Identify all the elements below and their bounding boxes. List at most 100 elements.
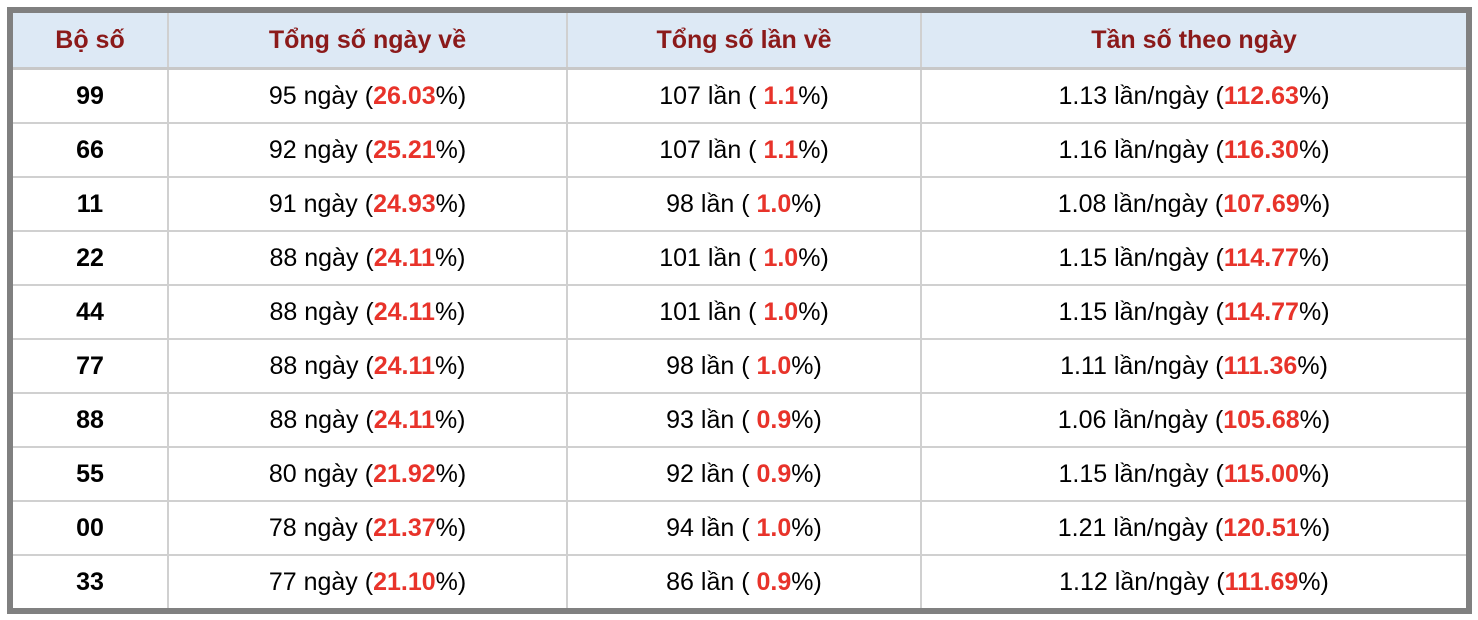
ngay-text: 92 ngày ( [268, 135, 374, 164]
lan-text: 101 lần ( [659, 243, 764, 272]
table-row: 33 77 ngày (21.10%) 86 lần ( 0.9%) 1.12 … [13, 554, 1466, 608]
lan-text: 93 lần ( [666, 405, 757, 434]
lan-percent: 1.1 [763, 135, 799, 164]
pct-suffix: %) [791, 351, 822, 380]
table-row: 44 88 ngày (24.11%) 101 lần ( 1.0%) 1.15… [13, 284, 1466, 340]
ngay-text: 80 ngày ( [268, 459, 374, 488]
pct-suffix: %) [798, 297, 829, 326]
bo-so-cell: 11 [13, 176, 169, 232]
tan-percent: 116.30 [1223, 135, 1299, 164]
ngay-text: 91 ngày ( [268, 189, 374, 218]
pct-suffix: %) [791, 405, 822, 434]
ngay-percent: 21.10 [373, 567, 436, 596]
lan-text: 107 lần ( [659, 135, 764, 164]
tong-so-ngay-cell: 77 ngày (21.10%) [167, 554, 568, 608]
header-tan-so: Tần số theo ngày [920, 13, 1466, 70]
lan-percent: 1.0 [756, 351, 792, 380]
ngay-text: 88 ngày ( [269, 405, 374, 434]
table-row: 11 91 ngày (24.93%) 98 lần ( 1.0%) 1.08 … [13, 176, 1466, 232]
tan-percent: 111.69 [1224, 567, 1299, 596]
pct-suffix: %) [1298, 135, 1330, 164]
pct-suffix: %) [1298, 243, 1330, 272]
lan-percent: 1.0 [763, 297, 799, 326]
tan-text: 1.16 lần/ngày ( [1058, 135, 1224, 164]
bo-so-cell: 00 [13, 500, 169, 556]
stats-table-container: Bộ số Tổng số ngày về Tổng số lần về Tần… [7, 7, 1472, 614]
bo-so-cell: 55 [13, 446, 169, 502]
tan-so-cell: 1.12 lần/ngày (111.69%) [920, 554, 1466, 608]
table-row: 00 78 ngày (21.37%) 94 lần ( 1.0%) 1.21 … [13, 500, 1466, 556]
ngay-text: 88 ngày ( [269, 351, 374, 380]
pct-suffix: %) [791, 189, 822, 218]
ngay-percent: 24.11 [373, 297, 435, 326]
tan-percent: 114.77 [1223, 297, 1299, 326]
tan-percent: 105.68 [1223, 405, 1300, 434]
pct-suffix: %) [791, 513, 822, 542]
bo-so-cell: 99 [13, 67, 169, 124]
pct-suffix: %) [434, 405, 466, 434]
bo-so-cell: 66 [13, 122, 169, 178]
tan-so-cell: 1.15 lần/ngày (114.77%) [920, 284, 1466, 340]
tong-so-ngay-cell: 78 ngày (21.37%) [167, 500, 568, 556]
pct-suffix: %) [435, 81, 467, 110]
pct-suffix: %) [1298, 81, 1330, 110]
lan-percent: 1.1 [763, 81, 799, 110]
tong-so-ngay-cell: 88 ngày (24.11%) [167, 230, 568, 286]
header-tong-so-ngay: Tổng số ngày về [167, 13, 568, 70]
tong-so-lan-cell: 94 lần ( 1.0%) [566, 500, 922, 556]
pct-suffix: %) [798, 243, 829, 272]
pct-suffix: %) [435, 135, 467, 164]
lan-text: 94 lần ( [666, 513, 757, 542]
tan-so-cell: 1.21 lần/ngày (120.51%) [920, 500, 1466, 556]
tan-percent: 120.51 [1223, 513, 1300, 542]
ngay-percent: 24.11 [373, 351, 435, 380]
tong-so-ngay-cell: 80 ngày (21.92%) [167, 446, 568, 502]
tan-text: 1.15 lần/ngày ( [1058, 243, 1224, 272]
pct-suffix: %) [1297, 351, 1328, 380]
tan-text: 1.15 lần/ngày ( [1058, 297, 1224, 326]
tong-so-lan-cell: 98 lần ( 1.0%) [566, 338, 922, 394]
tan-so-cell: 1.15 lần/ngày (115.00%) [920, 446, 1466, 502]
pct-suffix: %) [1298, 459, 1330, 488]
header-bo-so: Bộ số [13, 13, 169, 70]
lan-text: 86 lần ( [666, 567, 757, 596]
tan-text: 1.13 lần/ngày ( [1058, 81, 1224, 110]
lan-percent: 0.9 [756, 567, 792, 596]
tan-percent: 107.69 [1223, 189, 1300, 218]
ngay-percent: 24.11 [373, 405, 435, 434]
tong-so-lan-cell: 107 lần ( 1.1%) [566, 67, 922, 124]
lan-text: 98 lần ( [666, 189, 757, 218]
pct-suffix: %) [798, 135, 829, 164]
ngay-text: 77 ngày ( [268, 567, 374, 596]
ngay-text: 88 ngày ( [269, 297, 374, 326]
tong-so-ngay-cell: 88 ngày (24.11%) [167, 284, 568, 340]
pct-suffix: %) [798, 81, 829, 110]
ngay-percent: 21.37 [373, 513, 436, 542]
pct-suffix: %) [791, 459, 822, 488]
lan-percent: 0.9 [756, 459, 792, 488]
ngay-text: 78 ngày ( [268, 513, 374, 542]
tan-text: 1.11 lần/ngày ( [1060, 351, 1224, 380]
lan-text: 92 lần ( [666, 459, 757, 488]
ngay-percent: 21.92 [373, 459, 436, 488]
lan-percent: 1.0 [756, 513, 792, 542]
stats-table: Bộ số Tổng số ngày về Tổng số lần về Tần… [13, 13, 1466, 608]
ngay-percent: 25.21 [373, 135, 436, 164]
table-row: 22 88 ngày (24.11%) 101 lần ( 1.0%) 1.15… [13, 230, 1466, 286]
bo-so-cell: 77 [13, 338, 169, 394]
tan-so-cell: 1.11 lần/ngày (111.36%) [920, 338, 1466, 394]
pct-suffix: %) [435, 513, 467, 542]
lan-text: 101 lần ( [659, 297, 764, 326]
header-row: Bộ số Tổng số ngày về Tổng số lần về Tần… [13, 13, 1466, 70]
ngay-percent: 24.93 [373, 189, 436, 218]
tong-so-lan-cell: 98 lần ( 1.0%) [566, 176, 922, 232]
tan-text: 1.06 lần/ngày ( [1057, 405, 1224, 434]
lan-text: 107 lần ( [659, 81, 764, 110]
tan-text: 1.12 lần/ngày ( [1059, 567, 1225, 596]
pct-suffix: %) [1299, 513, 1331, 542]
tong-so-lan-cell: 92 lần ( 0.9%) [566, 446, 922, 502]
tong-so-ngay-cell: 88 ngày (24.11%) [167, 392, 568, 448]
pct-suffix: %) [791, 567, 822, 596]
pct-suffix: %) [1298, 567, 1329, 596]
tong-so-ngay-cell: 88 ngày (24.11%) [167, 338, 568, 394]
